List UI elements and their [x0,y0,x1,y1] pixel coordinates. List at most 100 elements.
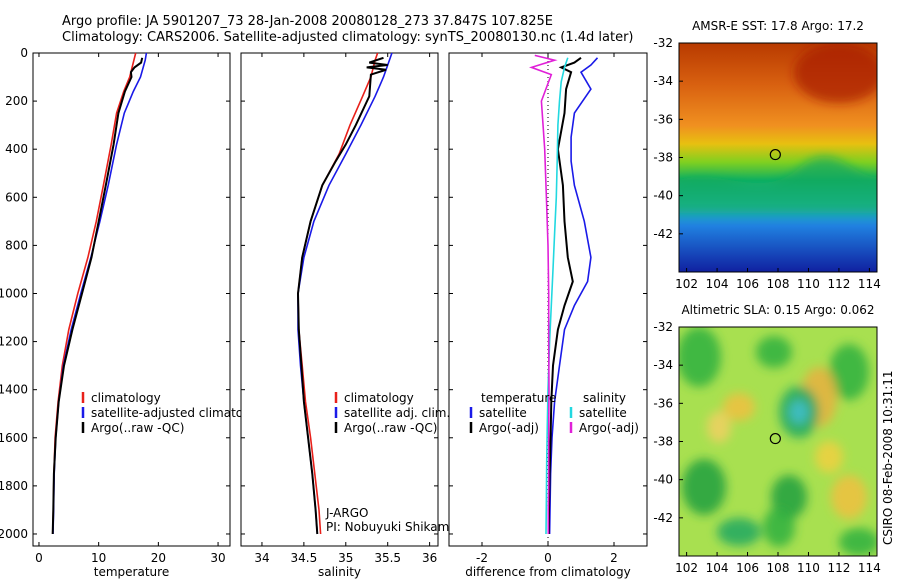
y-tick-label: -36 [653,396,673,410]
x-tick-label: 34 [254,551,269,565]
y-tick-label: -42 [653,227,673,241]
legend-header: temperature [481,391,556,405]
legend-entry: climatology [91,391,161,405]
x-tick-label: 112 [827,561,850,575]
x-tick-label: 10 [91,551,106,565]
x-tick-label: 36 [422,551,437,565]
series-line [545,57,569,535]
annotation-text: J-ARGO [325,506,368,520]
timestamp-text: CSIRO 08-Feb-2008 10:31:11 [881,370,895,545]
x-tick-label: 30 [210,551,225,565]
y-tick-label: 1000 [0,286,28,300]
x-tick-label: 102 [675,561,698,575]
y-tick-label: 1200 [0,335,28,349]
x-tick-label: 104 [706,561,729,575]
legend-entry: Argo(..raw -QC) [91,421,184,435]
x-tick-label: 0 [544,551,552,565]
x-tick-label: 106 [736,561,759,575]
y-tick-label: -38 [653,435,673,449]
x-tick-label: 106 [736,277,759,291]
x-tick-label: 104 [706,277,729,291]
anomaly-blob [829,344,869,400]
chart-title-line1: Argo profile: JA 5901207_73 28-Jan-2008 … [62,14,553,29]
heatmap-field [679,43,877,272]
x-tick-label: 35 [338,551,353,565]
y-tick-label: 2000 [0,527,28,541]
anomaly-blob [831,475,867,519]
timestamp-stamp: CSIRO 08-Feb-2008 10:31:11 [881,370,895,545]
legend-entry: Argo(-adj) [479,421,539,435]
y-tick-label: 600 [5,190,28,204]
x-tick-label: -2 [476,551,488,565]
legend-entry: climatology [344,391,414,405]
x-tick-label: 102 [675,277,698,291]
argo-position-marker [769,432,781,445]
legend-entry: satellite adj. clim. [344,406,450,420]
y-tick-label: 1600 [0,431,28,445]
anomaly-blob [763,507,795,547]
y-tick-label: -34 [653,358,673,372]
x-tick-label: 114 [858,561,881,575]
panel-sla: -32 -34 -36 -38 -40 -42 102 104 106 108 110 112 114 A… [653,303,880,575]
x-tick-label: 0 [35,551,43,565]
anomaly-blob [815,441,843,473]
anomaly-blob [839,528,877,556]
y-tick-label: -38 [653,151,673,165]
front-blob [679,156,877,213]
y-tick-label: -32 [653,320,673,334]
x-tick-label: 108 [767,277,790,291]
y-tick-label: -36 [653,112,673,126]
map-title: AMSR-E SST: 17.8 Argo: 17.2 [692,19,864,33]
y-tick-label: 0 [20,46,28,60]
legend-header: salinity [583,391,626,405]
x-axis-label: temperature [94,565,169,579]
anomaly-blob [756,336,792,368]
y-tick-label: -40 [653,473,673,487]
plot-frame [240,52,439,547]
y-tick-label: 200 [5,94,28,108]
series-line [548,57,599,535]
x-tick-label: 110 [797,561,820,575]
y-tick-label: -40 [653,189,673,203]
annotation-text: PI: Nobuyuki Shikama [326,520,457,534]
series-line [51,57,144,535]
x-tick-label: 114 [858,277,881,291]
legend-entry: satellite-adjusted climatology [91,406,269,420]
argo-position-marker [769,148,781,161]
series-line [296,56,388,535]
x-tick-label: 112 [827,277,850,291]
legend-entry: satellite [579,406,627,420]
legend-entry: Argo(-adj) [579,421,639,435]
plot-frame [32,52,231,547]
y-tick-label: 1400 [0,383,28,397]
panel-temperature: 0 200 400 600 800 1000 1200 1400 1600 1800 2000 0 10… [0,46,269,579]
x-tick-label: 20 [151,551,166,565]
series-line [528,54,558,534]
x-tick-label: 35.5 [374,551,401,565]
y-tick-label: 800 [5,238,28,252]
anomaly-blob [707,411,731,443]
y-tick-label: 1800 [0,479,28,493]
legend-entry: satellite [479,406,527,420]
y-tick-label: -32 [653,36,673,50]
chart-title-line2: Climatology: CARS2006. Satellite-adjuste… [62,30,634,45]
y-tick-label: -42 [653,511,673,525]
anomaly-blob [723,393,755,421]
heatmap-field [679,327,877,556]
map-title: Altimetric SLA: 0.15 Argo: 0.062 [681,303,874,317]
warm-blob [794,43,877,103]
x-tick-label: 108 [767,561,790,575]
x-tick-label: 110 [797,277,820,291]
anomaly-blob [679,327,721,387]
x-tick-label: 2 [610,551,618,565]
y-tick-label: -34 [653,74,673,88]
anomaly-blob [717,518,761,546]
x-axis-label: difference from climatology [465,565,631,579]
anomaly-blob [682,459,726,515]
x-axis-label: salinity [318,565,361,579]
y-tick-label: 400 [5,142,28,156]
x-tick-label: 34.5 [291,551,318,565]
legend-entry: Argo(..raw -QC) [344,421,437,435]
